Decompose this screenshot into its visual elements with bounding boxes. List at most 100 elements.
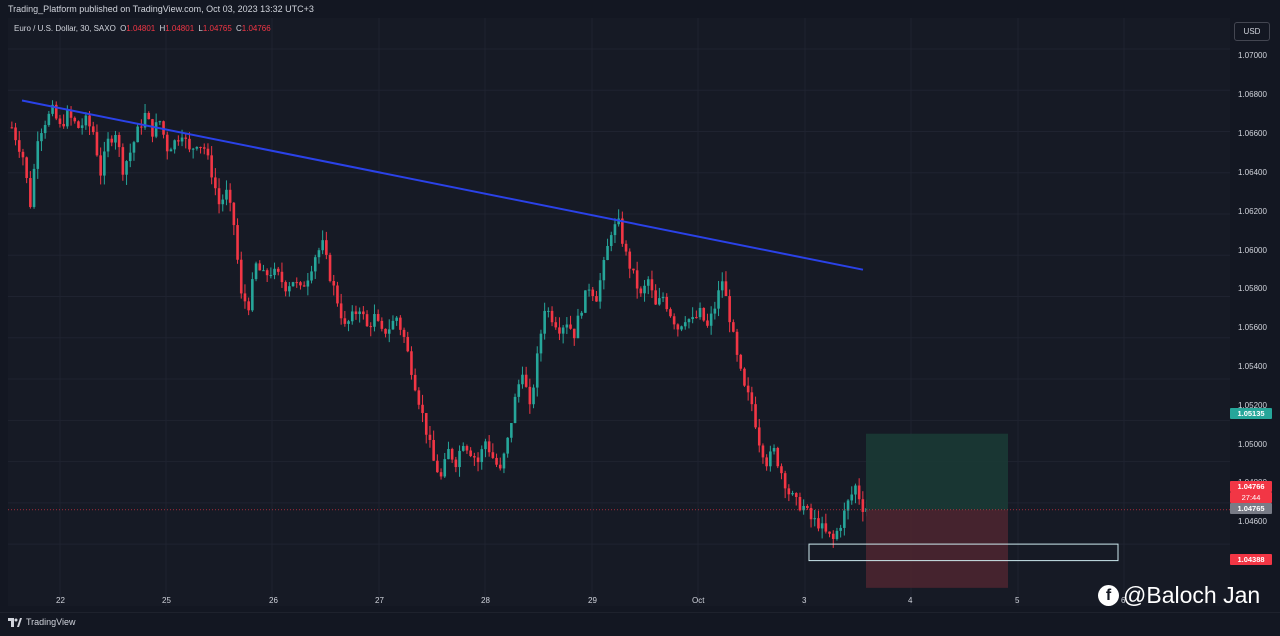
candle-body bbox=[635, 270, 639, 289]
candle-body bbox=[376, 314, 380, 321]
candle-body bbox=[572, 328, 576, 339]
candle-body bbox=[295, 282, 299, 284]
candle-body bbox=[347, 321, 350, 324]
candle-body bbox=[29, 178, 32, 207]
candle-body bbox=[291, 282, 295, 287]
candle-body bbox=[332, 281, 336, 286]
candle-body bbox=[154, 122, 158, 137]
candle-body bbox=[491, 452, 495, 458]
candle-body bbox=[732, 322, 735, 332]
candle-body bbox=[598, 280, 602, 302]
candle-body bbox=[143, 112, 147, 128]
candle-body bbox=[214, 177, 217, 189]
candle-body bbox=[210, 155, 213, 178]
candle-body bbox=[828, 531, 831, 534]
time-tick: 22 bbox=[56, 596, 65, 605]
price-axis[interactable]: 1.07000 1.06800 1.06600 1.06400 1.06200 … bbox=[1230, 18, 1280, 606]
high-key: H bbox=[159, 24, 166, 33]
candle-body bbox=[251, 279, 254, 311]
candle-body bbox=[228, 189, 232, 203]
candle-body bbox=[839, 527, 842, 531]
candle-body bbox=[221, 199, 225, 205]
price-chart[interactable] bbox=[8, 18, 1230, 606]
candle-body bbox=[254, 263, 258, 280]
price-tick: 1.05600 bbox=[1238, 323, 1267, 332]
candle-body bbox=[743, 368, 746, 386]
candle-body bbox=[787, 488, 791, 495]
watermark: f @Baloch Jan bbox=[1098, 582, 1260, 609]
candle-body bbox=[650, 279, 654, 291]
low-key: L bbox=[198, 24, 203, 33]
candle-body bbox=[103, 151, 106, 176]
candle-body bbox=[88, 115, 91, 127]
candle-body bbox=[547, 310, 550, 312]
candle-body bbox=[325, 240, 328, 255]
candle-body bbox=[680, 326, 683, 330]
candle-body bbox=[421, 404, 424, 414]
time-tick: 5 bbox=[1015, 596, 1020, 605]
candle-body bbox=[791, 493, 794, 495]
candle-body bbox=[243, 293, 247, 302]
time-axis[interactable]: 22 25 26 27 28 29 Oct 3 4 5 6 bbox=[0, 590, 1230, 610]
chart-pane[interactable] bbox=[8, 18, 1230, 606]
candle-body bbox=[539, 333, 543, 354]
candle-body bbox=[728, 296, 731, 323]
currency-button[interactable]: USD bbox=[1234, 22, 1270, 41]
candle-body bbox=[380, 320, 384, 329]
candle-body bbox=[165, 134, 169, 152]
footer-bar bbox=[0, 612, 1280, 636]
candle-body bbox=[772, 448, 776, 452]
candle-body bbox=[502, 453, 506, 469]
candle-body bbox=[621, 218, 624, 244]
bid-price-tag: 1.04765 bbox=[1230, 503, 1272, 514]
candle-body bbox=[384, 328, 387, 334]
candle-body bbox=[310, 271, 313, 281]
price-tick: 1.06800 bbox=[1238, 90, 1267, 99]
symbol-name: Euro / U.S. Dollar, 30, SAXO bbox=[14, 24, 116, 33]
candle-body bbox=[469, 450, 472, 457]
candle-body bbox=[365, 314, 369, 327]
candle-body bbox=[58, 118, 62, 124]
candle-body bbox=[436, 460, 439, 473]
candle-body bbox=[702, 307, 706, 321]
candle-body bbox=[14, 127, 17, 141]
tradingview-brand[interactable]: TradingView bbox=[8, 617, 76, 627]
candle-body bbox=[47, 113, 51, 126]
candle-body bbox=[202, 147, 206, 149]
candle-body bbox=[831, 533, 835, 539]
candle-body bbox=[99, 155, 102, 176]
candle-body bbox=[639, 288, 643, 294]
candle-body bbox=[661, 296, 665, 299]
candle-body bbox=[117, 134, 121, 148]
candle-body bbox=[339, 303, 343, 319]
candle-body bbox=[147, 112, 151, 120]
candle-body bbox=[532, 387, 535, 405]
candle-body bbox=[395, 317, 398, 321]
candle-body bbox=[861, 499, 865, 512]
candle-body bbox=[461, 446, 465, 451]
candle-body bbox=[554, 322, 558, 328]
candle-body bbox=[739, 354, 743, 369]
candle-body bbox=[724, 281, 728, 297]
candle-body bbox=[543, 310, 546, 334]
high-value: 1.04801 bbox=[165, 24, 195, 33]
candle-body bbox=[336, 285, 339, 304]
candle-body bbox=[106, 138, 110, 152]
facebook-icon: f bbox=[1098, 585, 1119, 606]
candle-body bbox=[262, 270, 265, 272]
candle-body bbox=[110, 138, 114, 143]
candle-body bbox=[484, 441, 487, 450]
candle-body bbox=[313, 257, 317, 272]
candle-body bbox=[458, 450, 461, 468]
candle-body bbox=[276, 268, 280, 272]
candle-body bbox=[62, 123, 65, 127]
candle-body bbox=[180, 137, 184, 142]
candle-body bbox=[232, 202, 236, 226]
candle-body bbox=[247, 301, 250, 311]
candle-body bbox=[683, 322, 687, 327]
candle-body bbox=[780, 466, 783, 474]
candle-body bbox=[66, 110, 69, 127]
candle-body bbox=[328, 254, 332, 282]
candle-body bbox=[450, 449, 454, 460]
candle-body bbox=[506, 437, 509, 454]
